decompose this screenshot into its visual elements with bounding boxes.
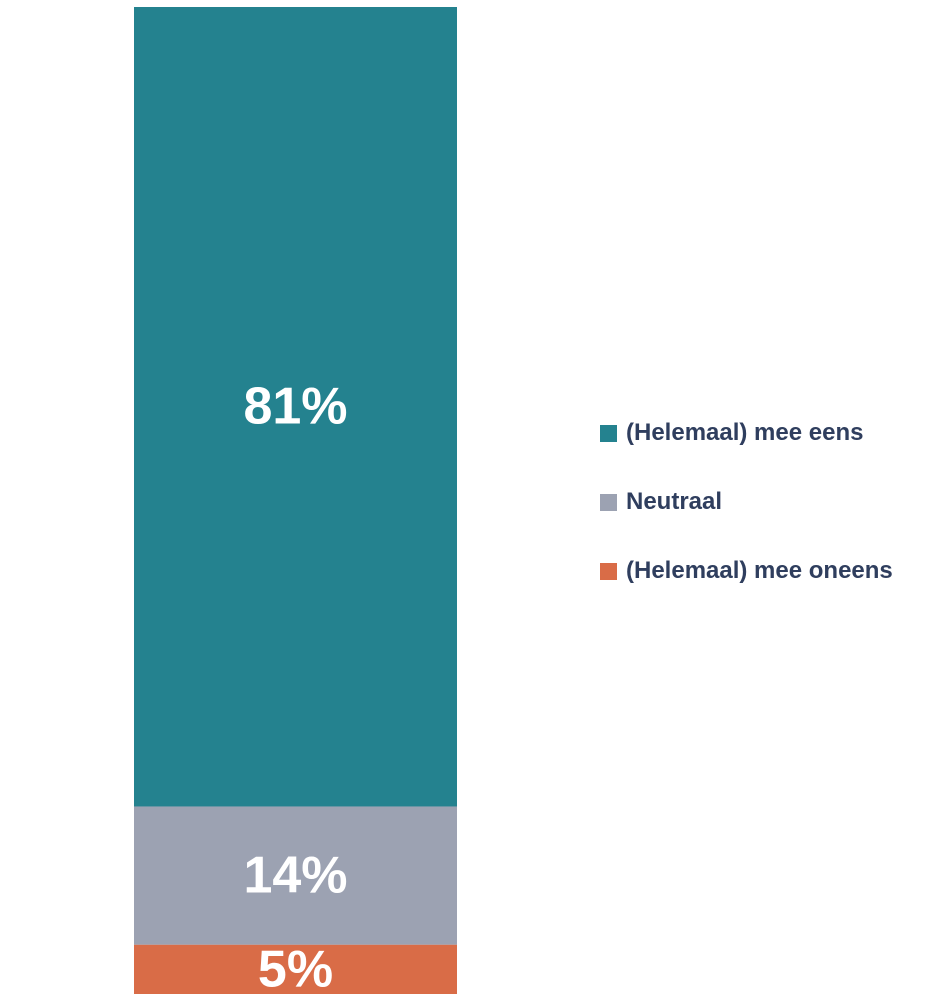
legend-item-neutraal: Neutraal: [600, 487, 944, 517]
legend-label-mee-eens: (Helemaal) mee eens: [626, 419, 864, 446]
bar-segment-mee-oneens: [134, 944, 457, 994]
bar-segment-mee-eens: [134, 7, 457, 807]
legend-swatch-mee-oneens: [600, 562, 617, 580]
legend-label-mee-oneens: (Helemaal) mee oneens: [626, 557, 893, 584]
bar-stack: 5% 14% 81%: [134, 7, 457, 994]
legend-item-mee-oneens: (Helemaal) mee oneens: [600, 556, 944, 586]
chart-legend: (Helemaal) mee eens Neutraal (Helemaal) …: [600, 418, 944, 625]
data-label-mee-oneens: 5%: [258, 940, 333, 994]
legend-swatch-mee-eens: [600, 424, 617, 442]
data-label-neutraal: 14%: [243, 847, 347, 905]
legend-label-neutraal: Neutraal: [626, 488, 723, 515]
data-label-mee-eens: 81%: [243, 378, 347, 436]
bar-segment-neutraal: [134, 806, 457, 945]
legend-item-mee-eens: (Helemaal) mee eens: [600, 418, 944, 448]
legend-swatch-neutraal: [600, 493, 617, 511]
